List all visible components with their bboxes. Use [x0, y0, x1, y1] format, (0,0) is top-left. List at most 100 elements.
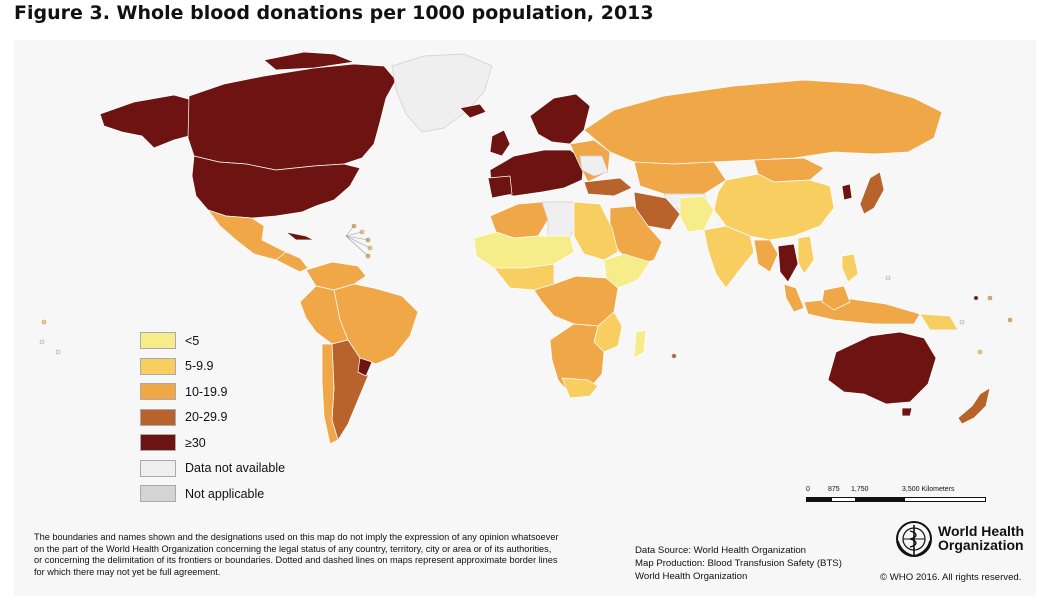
region-alaska — [99, 94, 193, 149]
region-myanmar-laos — [753, 239, 779, 273]
region-thailand — [777, 243, 799, 283]
region-vietnam — [797, 235, 815, 275]
who-logo: World Health Organization — [894, 519, 1034, 563]
region-madagascar — [633, 329, 647, 359]
map-panel: <5 5-9.9 10-19.9 20-29.9 ≥30 Data not av… — [14, 40, 1036, 596]
island-marker — [959, 319, 965, 325]
island-leader-line — [345, 235, 369, 257]
data-sources: Data Source: World Health Organization M… — [635, 544, 865, 583]
region-greenland — [391, 53, 493, 133]
scale-label: 875 — [828, 486, 840, 493]
legend-item: ≥30 — [140, 430, 285, 456]
legend-swatch — [140, 434, 176, 452]
region-mexico — [207, 209, 287, 261]
legend-item: 20-29.9 — [140, 405, 285, 431]
island-marker — [973, 295, 979, 301]
region-balkans — [579, 155, 609, 177]
legend-label: 5-9.9 — [185, 359, 214, 374]
legend-label: Not applicable — [185, 486, 265, 501]
region-indonesia — [803, 297, 921, 325]
region-borneo — [821, 285, 851, 311]
legend-item: Not applicable — [140, 481, 285, 507]
region-uruguay — [357, 357, 373, 377]
region-iceland — [459, 103, 487, 119]
island-leader-line — [345, 235, 369, 241]
region-southern-africa — [549, 323, 605, 395]
island-leader-line — [345, 225, 355, 237]
region-cuba — [285, 231, 315, 241]
source-line: Data Source: World Health Organization — [635, 545, 806, 556]
region-egypt-sudan — [573, 201, 619, 261]
region-afghanistan-pakistan — [679, 195, 715, 233]
legend-item: <5 — [140, 328, 285, 354]
who-name-line: World Health — [938, 523, 1025, 539]
region-usa — [191, 155, 361, 219]
region-west-africa — [493, 263, 555, 291]
copyright-notice: © WHO 2016. All rights reserved. — [880, 572, 1022, 583]
island-marker — [671, 353, 677, 359]
island-marker — [885, 275, 891, 281]
source-line: Map Production: Blood Transfusion Safety… — [635, 558, 842, 569]
region-kazakhstan — [633, 161, 727, 195]
legend-swatch — [140, 408, 176, 426]
region-chile — [321, 343, 339, 445]
island-leader-line — [345, 235, 371, 249]
map-disclaimer: The boundaries and names shown and the d… — [34, 532, 624, 578]
island-marker — [987, 295, 993, 301]
legend-label: 10-19.9 — [185, 384, 228, 399]
scale-label: 1,750 — [851, 486, 869, 493]
region-china — [713, 173, 835, 241]
scale-bar-labels: 0 875 1,750 3,500 Kilometers — [806, 486, 1036, 496]
island-marker — [977, 349, 983, 355]
scale-bar-segment — [855, 498, 905, 501]
region-sahel — [473, 231, 575, 269]
scale-label: 0 — [806, 486, 810, 493]
disclaimer-line: on the part of the World Health Organiza… — [34, 543, 552, 554]
map-legend: <5 5-9.9 10-19.9 20-29.9 ≥30 Data not av… — [140, 328, 285, 507]
region-papua — [919, 313, 959, 331]
legend-label: ≥30 — [185, 435, 206, 450]
scale-bar-track — [806, 497, 986, 502]
scale-bar: 0 875 1,750 3,500 Kilometers — [806, 486, 1036, 516]
region-malaysia — [783, 283, 805, 313]
legend-swatch — [140, 383, 176, 401]
region-philippines — [841, 253, 859, 283]
disclaimer-line: or concerning the delimitation of its fr… — [34, 555, 558, 566]
region-new-zealand — [957, 387, 991, 425]
region-canada — [187, 63, 397, 171]
who-name-line: Organization — [938, 537, 1024, 553]
who-emblem-icon — [896, 521, 932, 557]
who-name: World Health Organization — [938, 524, 1024, 552]
scale-bar-segment — [807, 498, 832, 501]
region-canada-islands — [263, 51, 355, 71]
region-australia — [827, 331, 937, 405]
legend-swatch — [140, 485, 176, 503]
island-marker — [41, 319, 47, 325]
legend-item: 5-9.9 — [140, 354, 285, 380]
island-marker — [1007, 317, 1013, 323]
region-japan — [859, 171, 885, 215]
region-scandinavia — [529, 93, 591, 145]
figure-title: Figure 3. Whole blood donations per 1000… — [14, 2, 654, 24]
legend-item: 10-19.9 — [140, 379, 285, 405]
island-leader-line — [345, 231, 363, 237]
legend-label: 20-29.9 — [185, 410, 228, 425]
legend-label: <5 — [185, 333, 200, 348]
region-iberia — [487, 175, 513, 199]
disclaimer-line: for which there may not yet be full agre… — [34, 566, 221, 577]
region-south-africa — [561, 377, 599, 399]
source-line: World Health Organization — [635, 571, 748, 582]
region-turkey — [583, 177, 633, 197]
region-korea — [841, 183, 853, 201]
legend-swatch — [140, 332, 176, 350]
region-india — [703, 225, 755, 289]
region-tasmania — [901, 407, 913, 417]
scale-label: 3,500 Kilometers — [902, 486, 955, 493]
region-russia — [583, 79, 943, 165]
island-marker — [55, 349, 61, 355]
legend-swatch — [140, 357, 176, 375]
disclaimer-line: The boundaries and names shown and the d… — [34, 532, 559, 542]
legend-swatch — [140, 459, 176, 477]
region-uk-ireland — [489, 129, 511, 157]
legend-label: Data not available — [185, 461, 286, 476]
